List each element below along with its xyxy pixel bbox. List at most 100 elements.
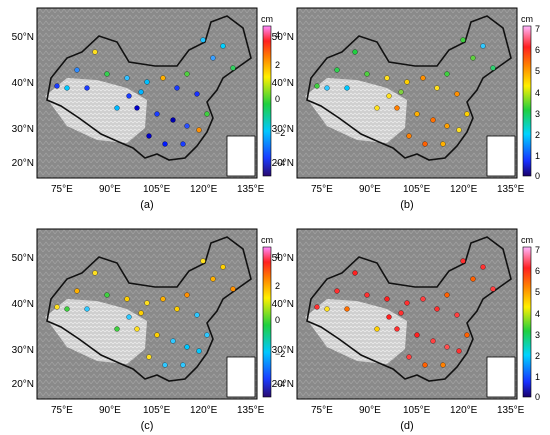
panel-label: (c) (141, 420, 154, 432)
colorbar-tick: 5 (535, 66, 540, 76)
colorbar-tick: 3 (535, 109, 540, 119)
colorbar-tick: 7 (535, 24, 540, 34)
colorbar: cm 4 2 0 −2 −4 (261, 235, 285, 398)
south-china-sea-inset (486, 356, 516, 398)
colorbar-tick: 0 (535, 392, 540, 402)
x-tick-label: 105°E (403, 184, 431, 195)
y-tick-label: 20°N (272, 379, 294, 390)
country-border (46, 236, 252, 382)
station-markers (54, 37, 236, 147)
x-tick-label: 75°E (311, 184, 333, 195)
x-tick-label: 135°E (497, 184, 525, 195)
colorbar-tick: 4 (535, 309, 540, 319)
colorbar-tick: 0 (535, 171, 540, 181)
x-tick-label: 135°E (497, 405, 525, 416)
colorbar-tick: 1 (535, 151, 540, 161)
y-tick-label: 30°N (272, 345, 294, 356)
y-ticks: 50°N 40°N 30°N 20°N (272, 253, 294, 390)
colorbar-tick: 2 (535, 351, 540, 361)
y-ticks: 50°N 40°N 30°N 20°N (12, 32, 34, 169)
panel-d: 75°E 90°E 105°E 120°E 135°E 50°N 40°N 30… (272, 228, 540, 432)
colorbar-tick: 0 (275, 94, 280, 104)
colorbar-tick: 4 (275, 251, 280, 261)
x-tick-label: 90°E (99, 405, 121, 416)
colorbar: cm 4 2 0 −2 −4 (261, 14, 285, 177)
x-tick-label: 120°E (450, 184, 478, 195)
colorbar-tick: 6 (535, 45, 540, 55)
colorbar-tick: 1 (535, 372, 540, 382)
y-tick-label: 20°N (12, 379, 34, 390)
y-tick-label: 20°N (12, 158, 34, 169)
south-china-sea-inset (226, 135, 256, 177)
colorbar-tick: 6 (535, 266, 540, 276)
colorbar-tick: 4 (535, 88, 540, 98)
station-markers (314, 37, 496, 147)
tibet-plateau (45, 78, 147, 143)
tibet-plateau (305, 78, 407, 143)
x-tick-label: 75°E (51, 184, 73, 195)
panel-label: (b) (400, 199, 413, 211)
y-ticks: 50°N 40°N 30°N 20°N (272, 32, 294, 169)
colorbar-tick: −2 (275, 349, 285, 359)
colorbar-tick: 7 (535, 245, 540, 255)
y-tick-label: 40°N (272, 78, 294, 89)
panel-c: 75°E 90°E 105°E 120°E 135°E 50°N 40°N 30… (12, 228, 285, 432)
colorbar-tick: −2 (275, 128, 285, 138)
y-ticks: 50°N 40°N 30°N 20°N (12, 253, 34, 390)
colorbar-unit: cm (521, 14, 533, 24)
x-tick-label: 90°E (359, 405, 381, 416)
colorbar-tick: 2 (275, 281, 280, 291)
x-tick-label: 90°E (99, 184, 121, 195)
tibet-plateau (305, 299, 407, 364)
x-tick-label: 90°E (359, 184, 381, 195)
y-tick-label: 30°N (12, 124, 34, 135)
x-tick-label: 135°E (237, 405, 265, 416)
colorbar: cm 7 6 5 4 3 2 1 0 (521, 14, 540, 181)
colorbar-tick: 5 (535, 287, 540, 297)
panel-label: (d) (400, 420, 413, 432)
y-tick-label: 50°N (272, 253, 294, 264)
x-ticks: 75°E 90°E 105°E 120°E 135°E (51, 405, 265, 416)
x-tick-label: 120°E (190, 405, 218, 416)
station-markers (314, 258, 496, 368)
y-tick-label: 40°N (12, 78, 34, 89)
panel-b: 75°E 90°E 105°E 120°E 135°E 50°N 40°N 30… (272, 7, 540, 211)
colorbar-unit: cm (521, 235, 533, 245)
x-tick-label: 75°E (51, 405, 73, 416)
colorbar-tick: 2 (535, 130, 540, 140)
y-tick-label: 50°N (12, 32, 34, 43)
colorbar: cm 7 6 5 4 3 2 1 0 (521, 235, 540, 402)
x-tick-label: 105°E (143, 405, 171, 416)
x-tick-label: 120°E (450, 405, 478, 416)
y-tick-label: 40°N (272, 299, 294, 310)
colorbar-tick: −4 (275, 379, 285, 389)
south-china-sea-inset (226, 356, 256, 398)
country-border (306, 15, 512, 161)
tibet-plateau (45, 299, 147, 364)
x-ticks: 75°E 90°E 105°E 120°E 135°E (51, 184, 265, 195)
country-border (46, 15, 252, 161)
y-tick-label: 30°N (272, 124, 294, 135)
y-tick-label: 30°N (12, 345, 34, 356)
colorbar-tick: 4 (275, 30, 280, 40)
x-ticks: 75°E 90°E 105°E 120°E 135°E (311, 184, 525, 195)
y-tick-label: 20°N (272, 158, 294, 169)
country-border (306, 236, 512, 382)
y-tick-label: 40°N (12, 299, 34, 310)
x-tick-label: 105°E (143, 184, 171, 195)
colorbar-unit: cm (261, 235, 273, 245)
x-tick-label: 105°E (403, 405, 431, 416)
x-ticks: 75°E 90°E 105°E 120°E 135°E (311, 405, 525, 416)
colorbar-tick: 0 (275, 315, 280, 325)
colorbar-unit: cm (261, 14, 273, 24)
x-tick-label: 135°E (237, 184, 265, 195)
x-tick-label: 75°E (311, 405, 333, 416)
colorbar-tick: 3 (535, 330, 540, 340)
colorbar-tick: −4 (275, 158, 285, 168)
colorbar-tick: 2 (275, 60, 280, 70)
x-tick-label: 120°E (190, 184, 218, 195)
panel-label: (a) (140, 199, 153, 211)
south-china-sea-inset (486, 135, 516, 177)
station-markers (54, 258, 236, 368)
